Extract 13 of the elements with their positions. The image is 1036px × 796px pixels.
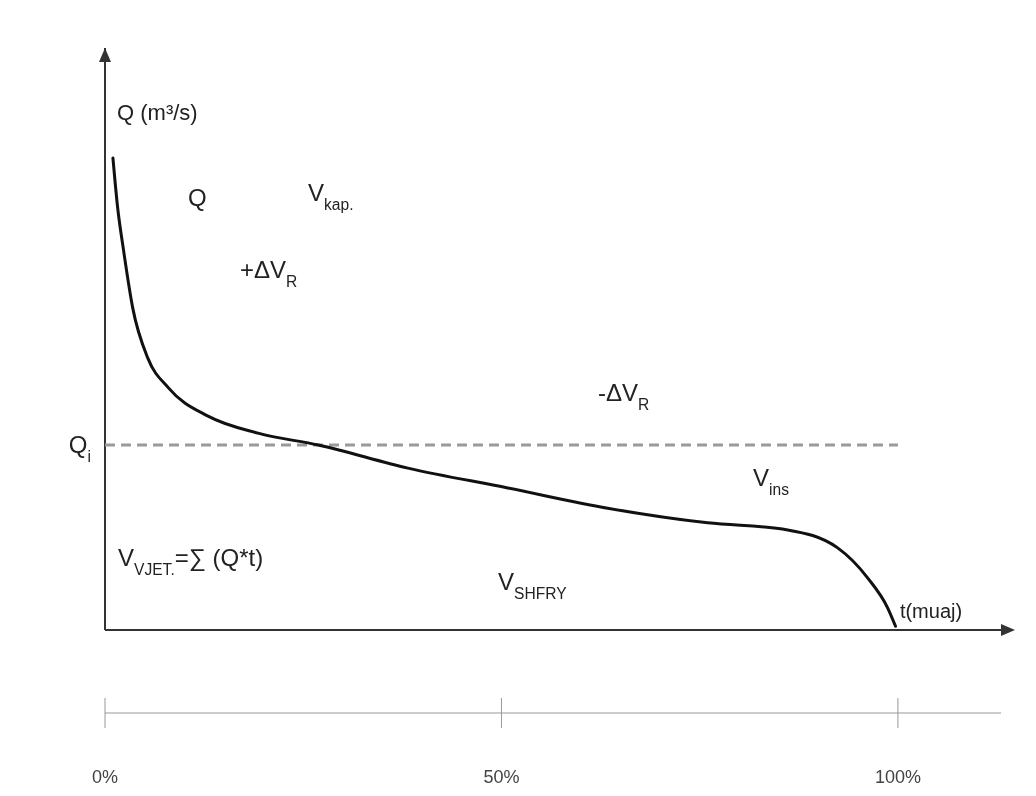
annotation: V$_{VJET.}$=∑ (Q*t)	[118, 544, 264, 578]
x-tick-label: 100%	[874, 767, 921, 787]
y-axis-title: Q (m³/s)	[117, 100, 198, 125]
annotation: V$_{ins}$	[753, 464, 790, 498]
annotation: V$_{kap.}$	[308, 179, 354, 213]
annotation: -ΔV$_{R}$	[598, 379, 650, 413]
annotation: V$_{SHFRY}$	[498, 568, 568, 602]
annotation: +ΔV$_{R}$	[240, 256, 298, 290]
annotation: Q	[188, 184, 207, 211]
x-tick-label: 50%	[483, 767, 520, 787]
x-axis-title: t(muaj)	[899, 600, 963, 622]
ref-line-label: Q$_{i}$	[68, 430, 91, 465]
x-tick-label: 0%	[91, 767, 119, 787]
